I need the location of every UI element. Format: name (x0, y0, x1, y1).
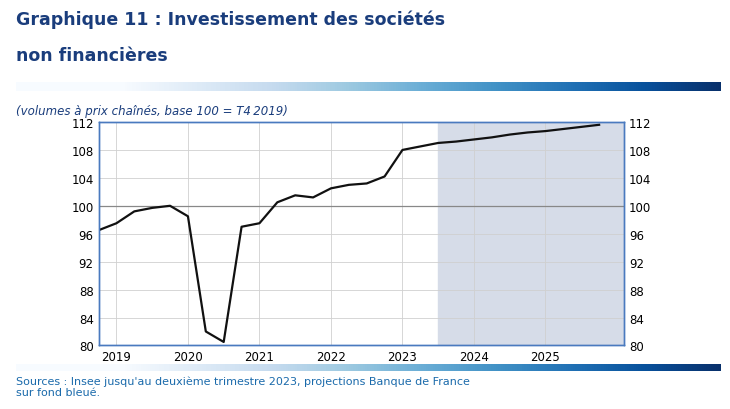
Text: (volumes à prix chaînés, base 100 = T4 2019): (volumes à prix chaînés, base 100 = T4 2… (16, 104, 288, 117)
Bar (438, 123, 624, 346)
Text: non financières: non financières (16, 47, 168, 65)
Text: Graphique 11 : Investissement des sociétés: Graphique 11 : Investissement des sociét… (16, 10, 445, 29)
Text: Sources : Insee jusqu'au deuxième trimestre 2023, projections Banque de France
s: Sources : Insee jusqu'au deuxième trimes… (16, 375, 470, 398)
